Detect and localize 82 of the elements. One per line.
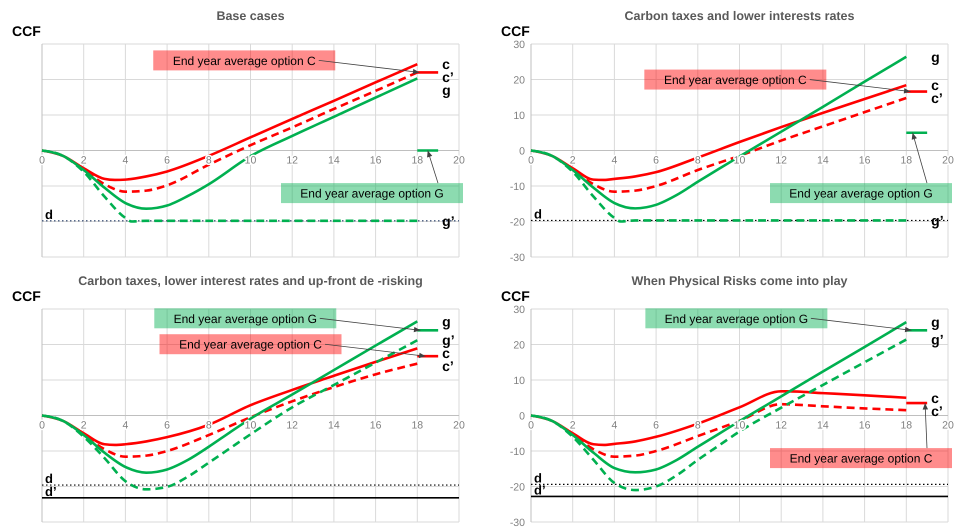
x-tick-label: 20 [453, 420, 465, 432]
annotation: End year average option C [179, 338, 322, 352]
x-tick-label: 14 [817, 420, 829, 432]
x-tick-label: 18 [900, 154, 912, 166]
x-tick-label: 16 [370, 154, 382, 166]
series-label: c’ [442, 358, 454, 374]
x-tick-label: 8 [206, 154, 212, 166]
ref-line-label: d’ [45, 484, 57, 499]
annotation: End year average option G [174, 312, 318, 326]
x-tick-label: 14 [328, 154, 340, 166]
ref-line-label: d [45, 206, 53, 222]
x-tick-label: 0 [39, 154, 46, 166]
annotation: End year average option C [172, 54, 316, 68]
x-tick-label: 2 [80, 154, 87, 166]
x-tick-label: 6 [653, 154, 660, 166]
x-tick-label: 0 [528, 420, 534, 432]
x-tick-label: 10 [244, 420, 256, 432]
series-label: g [931, 314, 940, 330]
y-tick-label: 0 [519, 410, 526, 422]
ref-line-label: d [534, 206, 542, 222]
x-tick-label: 6 [164, 420, 170, 432]
x-tick-label: 12 [775, 154, 788, 166]
x-tick-label: 18 [411, 420, 424, 432]
x-tick-label: 18 [411, 154, 424, 166]
y-tick-label: 30 [513, 304, 526, 316]
x-tick-label: 2 [80, 420, 87, 432]
chart-title: Carbon taxes, lower interest rates and up-front de -risking [78, 274, 423, 288]
y-axis-title: CCF [501, 288, 530, 304]
x-tick-label: 16 [370, 420, 382, 432]
y-tick-label: 20 [513, 340, 526, 352]
series-label: g’ [931, 212, 944, 228]
y-tick-label: -10 [510, 181, 526, 193]
annotation: End year average option G [789, 186, 933, 201]
series-label: g’ [931, 332, 944, 348]
chart-title: Carbon taxes and lower interests rates [624, 9, 855, 23]
y-tick-label: -30 [510, 517, 526, 529]
x-tick-label: 20 [942, 420, 954, 432]
x-tick-label: 0 [528, 154, 534, 166]
series-label: g’ [442, 212, 455, 229]
y-tick-label: 0 [519, 146, 526, 158]
x-tick-label: 10 [734, 154, 746, 166]
x-tick-label: 12 [286, 420, 298, 432]
x-tick-label: 20 [453, 154, 465, 166]
x-tick-label: 12 [775, 420, 788, 432]
x-tick-label: 14 [817, 154, 829, 166]
x-tick-label: 6 [653, 420, 660, 432]
y-axis-title: CCF [501, 23, 530, 39]
y-tick-label: -20 [510, 482, 526, 494]
x-tick-label: 10 [244, 154, 256, 166]
x-tick-label: 4 [122, 154, 128, 166]
y-tick-label: 10 [513, 375, 526, 387]
y-tick-label: 10 [513, 110, 526, 122]
y-tick-label: -20 [510, 216, 526, 228]
x-tick-label: 16 [858, 420, 871, 432]
annotation: End year average option C [790, 452, 933, 466]
series-label: g [931, 48, 940, 65]
x-tick-label: 18 [900, 420, 912, 432]
x-tick-label: 16 [858, 154, 871, 166]
x-tick-label: 4 [611, 154, 618, 166]
x-tick-label: 4 [122, 420, 128, 432]
y-tick-label: 30 [513, 39, 526, 51]
x-tick-label: 20 [942, 154, 954, 166]
x-tick-label: 2 [570, 420, 576, 432]
chart-title: Base cases [216, 9, 285, 23]
y-tick-label: -10 [510, 446, 526, 458]
x-tick-label: 14 [328, 420, 340, 432]
chart-title: When Physical Risks come into play [631, 274, 848, 288]
y-axis-title: CCF [12, 23, 42, 39]
y-axis-title: CCF [12, 288, 42, 304]
series-label: g [442, 313, 451, 330]
ref-line-label: d [45, 471, 53, 486]
x-tick-label: 4 [611, 420, 618, 432]
annotation: End year average option G [300, 186, 444, 201]
x-tick-label: 2 [570, 154, 576, 166]
y-tick-label: -30 [510, 252, 526, 264]
annotation: End year average option C [664, 73, 808, 88]
x-tick-label: 6 [164, 154, 170, 166]
x-tick-label: 12 [286, 154, 298, 166]
annotation: End year average option G [664, 312, 808, 326]
y-tick-label: 20 [513, 74, 526, 86]
x-tick-label: 0 [39, 420, 46, 432]
x-tick-label: 8 [206, 420, 212, 432]
